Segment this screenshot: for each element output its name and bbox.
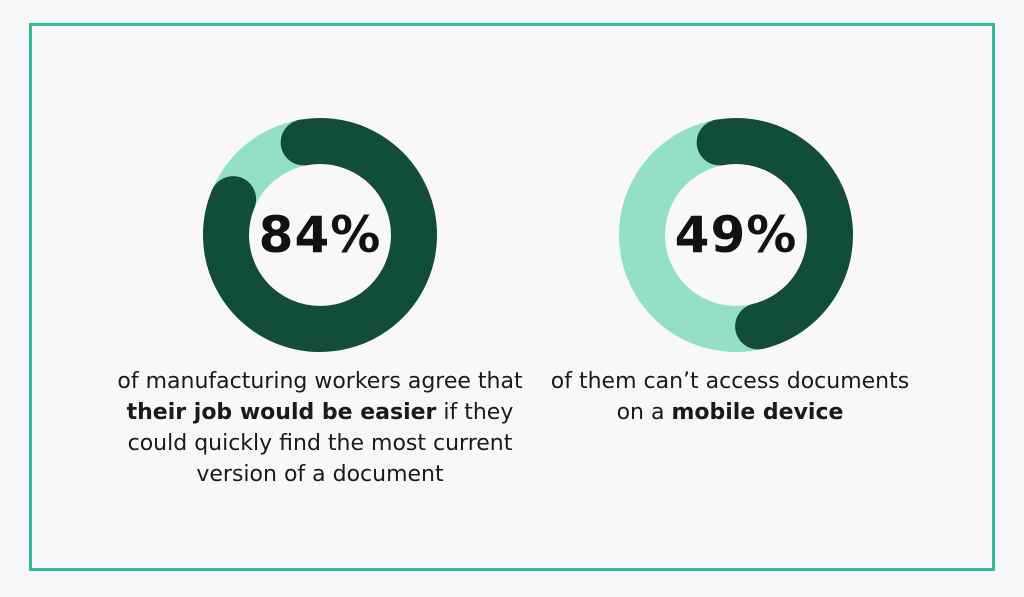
donut-svg-84 bbox=[203, 118, 437, 352]
caption-84-part-1: of manufacturing workers agree that bbox=[117, 369, 523, 394]
donut-chart-49: 49% bbox=[618, 117, 854, 353]
donut-svg-49 bbox=[619, 118, 853, 352]
caption-84-part-3: if they could quickly find the most curr… bbox=[127, 400, 514, 487]
donut-arc-84 bbox=[203, 118, 437, 352]
donut-chart-84: 84% bbox=[202, 117, 438, 353]
caption-84-part-2: their job would be easier bbox=[126, 400, 437, 425]
percentage-label-84: 84% bbox=[258, 206, 382, 264]
donut-arc-49 bbox=[696, 118, 853, 350]
caption-49-part-1: of them can’t access documents on a bbox=[550, 369, 910, 425]
caption-84: of manufacturing workers agree that thei… bbox=[110, 366, 530, 490]
percentage-label-49: 49% bbox=[674, 206, 798, 264]
caption-49: of them can’t access documents on a mobi… bbox=[550, 366, 910, 428]
infographic-frame: 84% of manufacturing workers agree that … bbox=[29, 23, 995, 571]
caption-49-part-2: mobile device bbox=[671, 400, 844, 425]
